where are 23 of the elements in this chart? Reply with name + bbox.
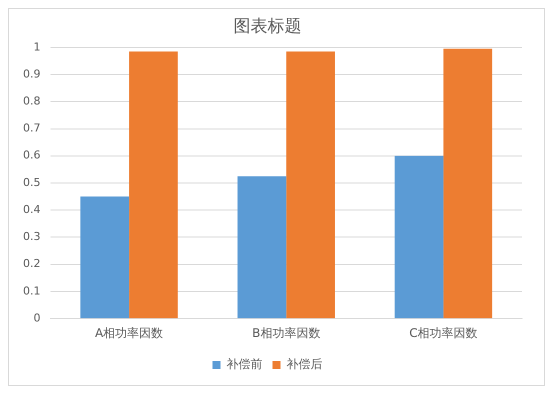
- bar: [394, 156, 444, 318]
- y-tick-label: 0.7: [22, 122, 40, 135]
- y-tick-label: 0.6: [22, 148, 40, 162]
- y-tick-label: 0.3: [22, 230, 40, 244]
- bar: [443, 48, 492, 318]
- y-tick-label: 0.4: [22, 202, 40, 216]
- bar: [286, 51, 335, 318]
- y-tick-label: 0: [33, 311, 40, 324]
- y-tick-label: 0.1: [22, 284, 40, 298]
- y-tick-label: 0.2: [22, 257, 40, 270]
- y-tick-label: 1: [33, 40, 40, 54]
- x-tick-label: A相功率因数: [94, 326, 164, 340]
- bar: [80, 196, 130, 318]
- legend-label: 补偿前: [226, 357, 262, 372]
- bar: [238, 176, 286, 318]
- legend-label: 补偿后: [286, 357, 322, 372]
- y-tick-label: 0.9: [22, 67, 40, 80]
- y-tick-label: 0.5: [22, 176, 40, 189]
- bar: [129, 51, 178, 318]
- x-tick-label: C相功率因数: [409, 326, 478, 340]
- chart-title: 图表标题: [234, 16, 302, 37]
- x-tick-label: B相功率因数: [252, 326, 320, 340]
- y-tick-label: 0.8: [22, 94, 40, 108]
